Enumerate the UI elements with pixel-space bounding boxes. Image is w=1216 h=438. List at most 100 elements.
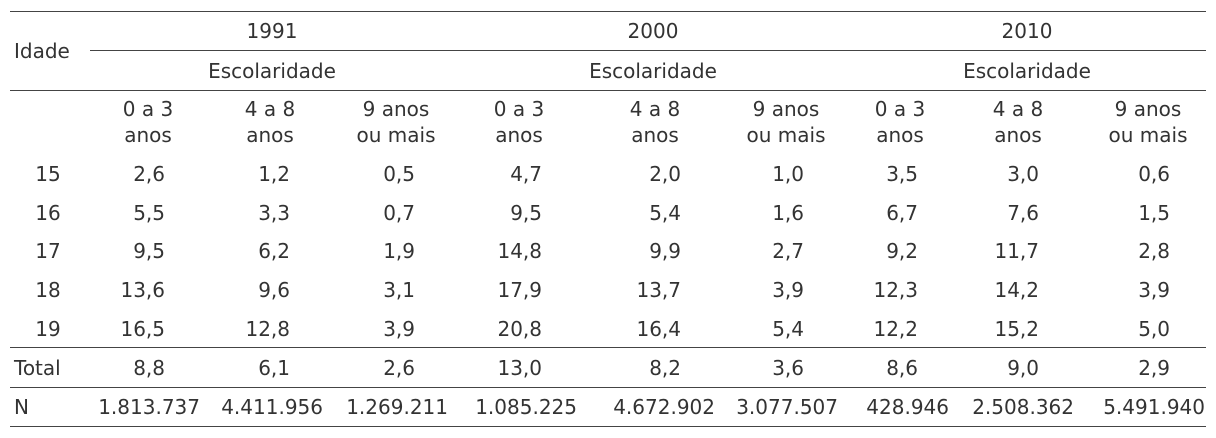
table-row-cell: 15,2: [994, 317, 1039, 341]
table-row-cell: 0,6: [1138, 162, 1170, 186]
subheader-line: 4 a 8: [244, 97, 296, 121]
table-row-cell: 1,5: [1138, 201, 1170, 225]
table-row-cell: 6,7: [886, 201, 918, 225]
table-row-cell: 3,3: [258, 201, 290, 225]
table-row-cell: 1,6: [772, 201, 804, 225]
year-header-1991: 1991: [246, 19, 298, 43]
total-row-cell: 8,6: [886, 356, 918, 380]
n-row-label: N: [14, 395, 29, 419]
n-row-cell: 428.946: [866, 395, 949, 419]
subheader-line: 4 a 8: [629, 97, 681, 121]
subheader-line: anos: [124, 123, 172, 147]
table-row-cell: 5,4: [772, 317, 804, 341]
table-row-cell: 3,5: [886, 162, 918, 186]
subheader-line: 9 anos: [362, 97, 430, 121]
total-row-cell: 3,6: [772, 356, 804, 380]
total-row-cell: 2,6: [383, 356, 415, 380]
n-row-cell: 1.085.225: [475, 395, 577, 419]
table-row-cell: 5,0: [1138, 317, 1170, 341]
total-row-label: Total: [14, 356, 61, 380]
table-row-cell: 3,0: [1007, 162, 1039, 186]
table-row-cell: 9,2: [886, 239, 918, 263]
table-row-cell: 4,7: [510, 162, 542, 186]
table-row-cell: 13,7: [636, 278, 681, 302]
total-top-rule: [10, 347, 1206, 348]
table-row-cell: 9,9: [649, 239, 681, 263]
table-row-cell: 2,0: [649, 162, 681, 186]
table-row-label: 19: [35, 317, 61, 341]
table-row-cell: 0,5: [383, 162, 415, 186]
table-row-cell: 9,6: [258, 278, 290, 302]
year-underline-rule: [90, 50, 1206, 51]
table-row-cell: 6,2: [258, 239, 290, 263]
subheader-line: ou mais: [746, 123, 826, 147]
table-row-cell: 2,6: [133, 162, 165, 186]
table-row-cell: 3,9: [383, 317, 415, 341]
n-top-rule: [10, 387, 1206, 388]
table-row-label: 17: [35, 239, 61, 263]
table-row-cell: 3,9: [1138, 278, 1170, 302]
idade-header: Idade: [14, 39, 70, 63]
subheader-line: ou mais: [356, 123, 436, 147]
escolaridade-header-2010: Escolaridade: [963, 59, 1091, 83]
subheader-line: anos: [994, 123, 1042, 147]
n-row-cell: 1.269.211: [346, 395, 448, 419]
table-row-cell: 16,5: [120, 317, 165, 341]
total-row-cell: 9,0: [1007, 356, 1039, 380]
subheader-line: 9 anos: [1114, 97, 1182, 121]
table-row-cell: 7,6: [1007, 201, 1039, 225]
table-row-label: 15: [35, 162, 61, 186]
escolaridade-header-1991: Escolaridade: [208, 59, 336, 83]
subheader-line: ou mais: [1108, 123, 1188, 147]
subheader-line: 4 a 8: [992, 97, 1044, 121]
n-row-cell: 2.508.362: [972, 395, 1074, 419]
subheader-line: 0 a 3: [122, 97, 174, 121]
subheader-line: 9 anos: [752, 97, 820, 121]
n-row-cell: 5.491.940: [1103, 395, 1205, 419]
table-row-cell: 2,8: [1138, 239, 1170, 263]
year-header-2000: 2000: [627, 19, 679, 43]
subheader-line: 0 a 3: [493, 97, 545, 121]
subheader-line: anos: [876, 123, 924, 147]
n-row-cell: 4.672.902: [613, 395, 715, 419]
table-row-cell: 1,2: [258, 162, 290, 186]
total-row-cell: 8,8: [133, 356, 165, 380]
table-row-cell: 14,2: [994, 278, 1039, 302]
table-row-cell: 5,4: [649, 201, 681, 225]
header-rule: [10, 90, 1206, 91]
table-row-cell: 13,6: [120, 278, 165, 302]
top-rule: [10, 11, 1206, 12]
total-row-cell: 6,1: [258, 356, 290, 380]
table-row-cell: 2,7: [772, 239, 804, 263]
table-row-cell: 12,2: [873, 317, 918, 341]
total-row-cell: 8,2: [649, 356, 681, 380]
table-row-cell: 12,3: [873, 278, 918, 302]
n-row-cell: 4.411.956: [221, 395, 323, 419]
subheader-line: anos: [246, 123, 294, 147]
table-row-cell: 16,4: [636, 317, 681, 341]
year-header-2010: 2010: [1001, 19, 1053, 43]
table-row-cell: 5,5: [133, 201, 165, 225]
n-row-cell: 3.077.507: [736, 395, 838, 419]
table-row-cell: 11,7: [994, 239, 1039, 263]
total-row-cell: 2,9: [1138, 356, 1170, 380]
table-row-cell: 20,8: [497, 317, 542, 341]
table-row-cell: 1,0: [772, 162, 804, 186]
n-row-cell: 1.813.737: [98, 395, 200, 419]
subheader-line: anos: [631, 123, 679, 147]
table-row-cell: 12,8: [245, 317, 290, 341]
table-row-cell: 3,1: [383, 278, 415, 302]
table-row-cell: 9,5: [133, 239, 165, 263]
total-row-cell: 13,0: [497, 356, 542, 380]
bottom-rule: [10, 426, 1206, 427]
table-row-cell: 3,9: [772, 278, 804, 302]
table-row-cell: 1,9: [383, 239, 415, 263]
escolaridade-header-2000: Escolaridade: [589, 59, 717, 83]
table-row-label: 16: [35, 201, 61, 225]
table-row-label: 18: [35, 278, 61, 302]
table-row-cell: 14,8: [497, 239, 542, 263]
subheader-line: anos: [495, 123, 543, 147]
table-row-cell: 17,9: [497, 278, 542, 302]
subheader-line: 0 a 3: [874, 97, 926, 121]
table-row-cell: 9,5: [510, 201, 542, 225]
